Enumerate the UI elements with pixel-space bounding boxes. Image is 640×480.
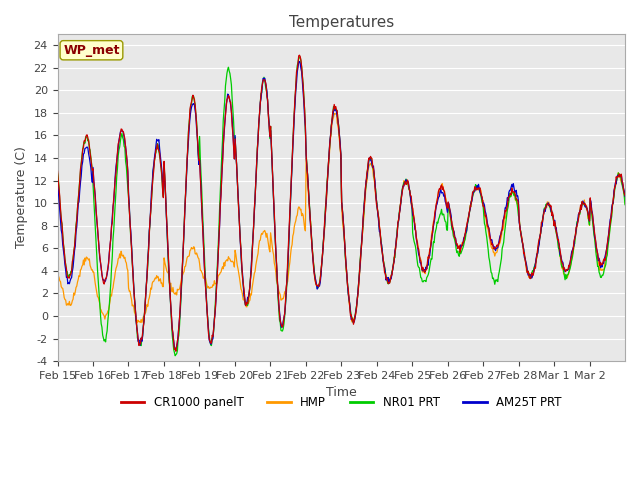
Text: WP_met: WP_met <box>63 44 120 57</box>
X-axis label: Time: Time <box>326 386 356 399</box>
Y-axis label: Temperature (C): Temperature (C) <box>15 146 28 249</box>
Title: Temperatures: Temperatures <box>289 15 394 30</box>
Legend: CR1000 panelT, HMP, NR01 PRT, AM25T PRT: CR1000 panelT, HMP, NR01 PRT, AM25T PRT <box>116 392 566 414</box>
